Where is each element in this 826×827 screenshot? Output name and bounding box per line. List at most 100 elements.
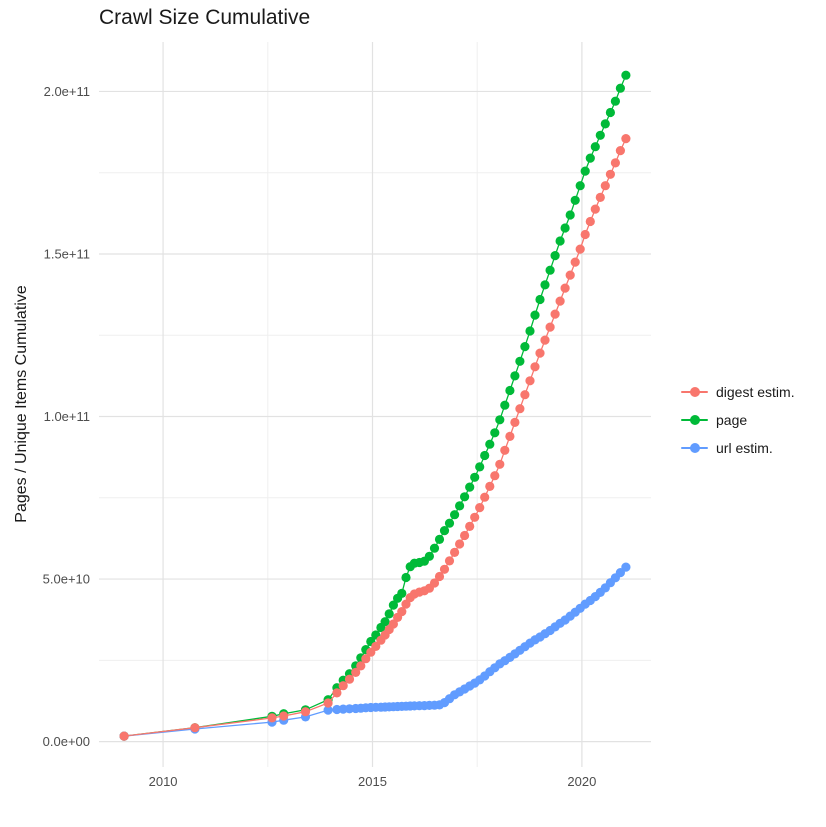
data-point-page [580, 166, 590, 176]
data-point-digest-estim [279, 711, 289, 721]
data-point-digest-estim [515, 404, 525, 414]
data-point-digest-estim [444, 556, 455, 566]
data-point-page [600, 119, 610, 129]
data-point-digest-estim [190, 723, 200, 733]
data-point-digest-estim [495, 459, 505, 469]
y-tick-label: 5.0e+10 [43, 572, 90, 587]
data-point-digest-estim [475, 503, 485, 513]
data-point-page [450, 510, 460, 520]
data-point-page [490, 428, 500, 438]
data-point-page [621, 70, 631, 80]
data-point-page [530, 310, 540, 320]
x-tick-label: 2020 [567, 774, 596, 789]
y-tick-label: 1.5e+11 [44, 246, 90, 261]
data-point-digest-estim [575, 244, 585, 254]
legend-key [681, 385, 708, 399]
data-point-digest-estim [388, 619, 398, 629]
data-point-digest-estim [356, 661, 366, 671]
data-point-digest-estim [338, 681, 348, 691]
data-point-digest-estim [470, 512, 480, 522]
data-point-digest-estim [560, 283, 570, 293]
data-point-page [540, 280, 550, 290]
data-point-page [535, 294, 545, 305]
data-point-digest-estim [119, 731, 129, 741]
y-tick-label: 1.0e+11 [44, 409, 90, 424]
data-point-page [515, 356, 525, 366]
data-point-page [439, 526, 450, 536]
data-point-digest-estim [500, 445, 510, 455]
data-point-digest-estim [520, 390, 530, 400]
x-tick-label: 2010 [149, 774, 178, 789]
legend-item-url-estim: url estim. [681, 434, 795, 462]
data-point-page [455, 501, 465, 511]
data-point-page [510, 371, 520, 381]
data-point-page [555, 236, 565, 246]
data-point-digest-estim [490, 471, 500, 481]
legend-label: digest estim. [716, 384, 795, 400]
legend-key-dot-icon [690, 415, 700, 425]
data-point-page [605, 107, 616, 118]
data-point-digest-estim [332, 688, 342, 698]
data-point-page [615, 83, 626, 93]
data-point-page [401, 572, 411, 583]
y-tick-label: 0.0e+00 [43, 734, 90, 749]
data-point-page [545, 265, 555, 275]
data-point-digest-estim [371, 641, 381, 652]
data-point-digest-estim [510, 417, 520, 427]
data-point-digest-estim [465, 521, 475, 532]
data-point-page [460, 492, 470, 502]
data-point-digest-estim [401, 599, 411, 609]
data-point-digest-estim [615, 146, 626, 156]
data-point-page [475, 462, 485, 472]
data-point-digest-estim [530, 362, 540, 372]
data-point-page [610, 96, 621, 106]
data-point-digest-estim [555, 296, 565, 306]
legend: digest estim. page url estim. [681, 378, 795, 462]
data-point-digest-estim [525, 376, 535, 386]
data-point-digest-estim [361, 654, 371, 664]
data-point-page [595, 130, 605, 140]
data-point-digest-estim [450, 547, 460, 558]
data-point-digest-estim [540, 335, 550, 345]
y-tick-label: 2.0e+11 [44, 84, 90, 99]
data-point-digest-estim [535, 348, 545, 358]
data-point-url-estim [323, 705, 333, 715]
data-point-page [570, 195, 580, 205]
data-point-digest-estim [565, 270, 575, 280]
legend-item-digest-estim: digest estim. [681, 378, 795, 406]
data-point-page [444, 518, 455, 528]
data-point-digest-estim [300, 707, 311, 717]
chart-title: Crawl Size Cumulative [99, 6, 311, 29]
data-point-digest-estim [429, 578, 440, 588]
data-point-page [575, 181, 585, 191]
data-point-digest-estim [455, 539, 465, 549]
data-point-digest-estim [323, 698, 333, 708]
data-point-digest-estim [344, 674, 355, 684]
data-point-page [565, 210, 575, 220]
data-point-page [424, 551, 434, 561]
data-point-digest-estim [545, 322, 555, 332]
data-point-digest-estim [600, 181, 610, 191]
data-point-digest-estim [397, 607, 407, 617]
y-axis-title: Pages / Unique Items Cumulative [13, 285, 30, 523]
data-point-page [384, 609, 394, 619]
legend-key-dot-icon [690, 387, 700, 397]
data-point-digest-estim [351, 667, 361, 678]
data-point-digest-estim [434, 571, 445, 582]
legend-item-page: page [681, 406, 795, 434]
data-point-page [388, 600, 398, 610]
data-point-digest-estim [267, 713, 277, 723]
data-point-page [520, 342, 530, 352]
data-point-page [465, 482, 475, 492]
legend-label: url estim. [716, 440, 773, 456]
data-point-page [397, 588, 407, 599]
legend-key-dot-icon [690, 443, 700, 453]
data-point-page [550, 251, 560, 261]
data-point-digest-estim [550, 309, 560, 319]
data-point-digest-estim [585, 216, 595, 227]
data-point-digest-estim [621, 134, 631, 144]
data-point-page [590, 142, 600, 152]
data-point-page [380, 617, 390, 627]
